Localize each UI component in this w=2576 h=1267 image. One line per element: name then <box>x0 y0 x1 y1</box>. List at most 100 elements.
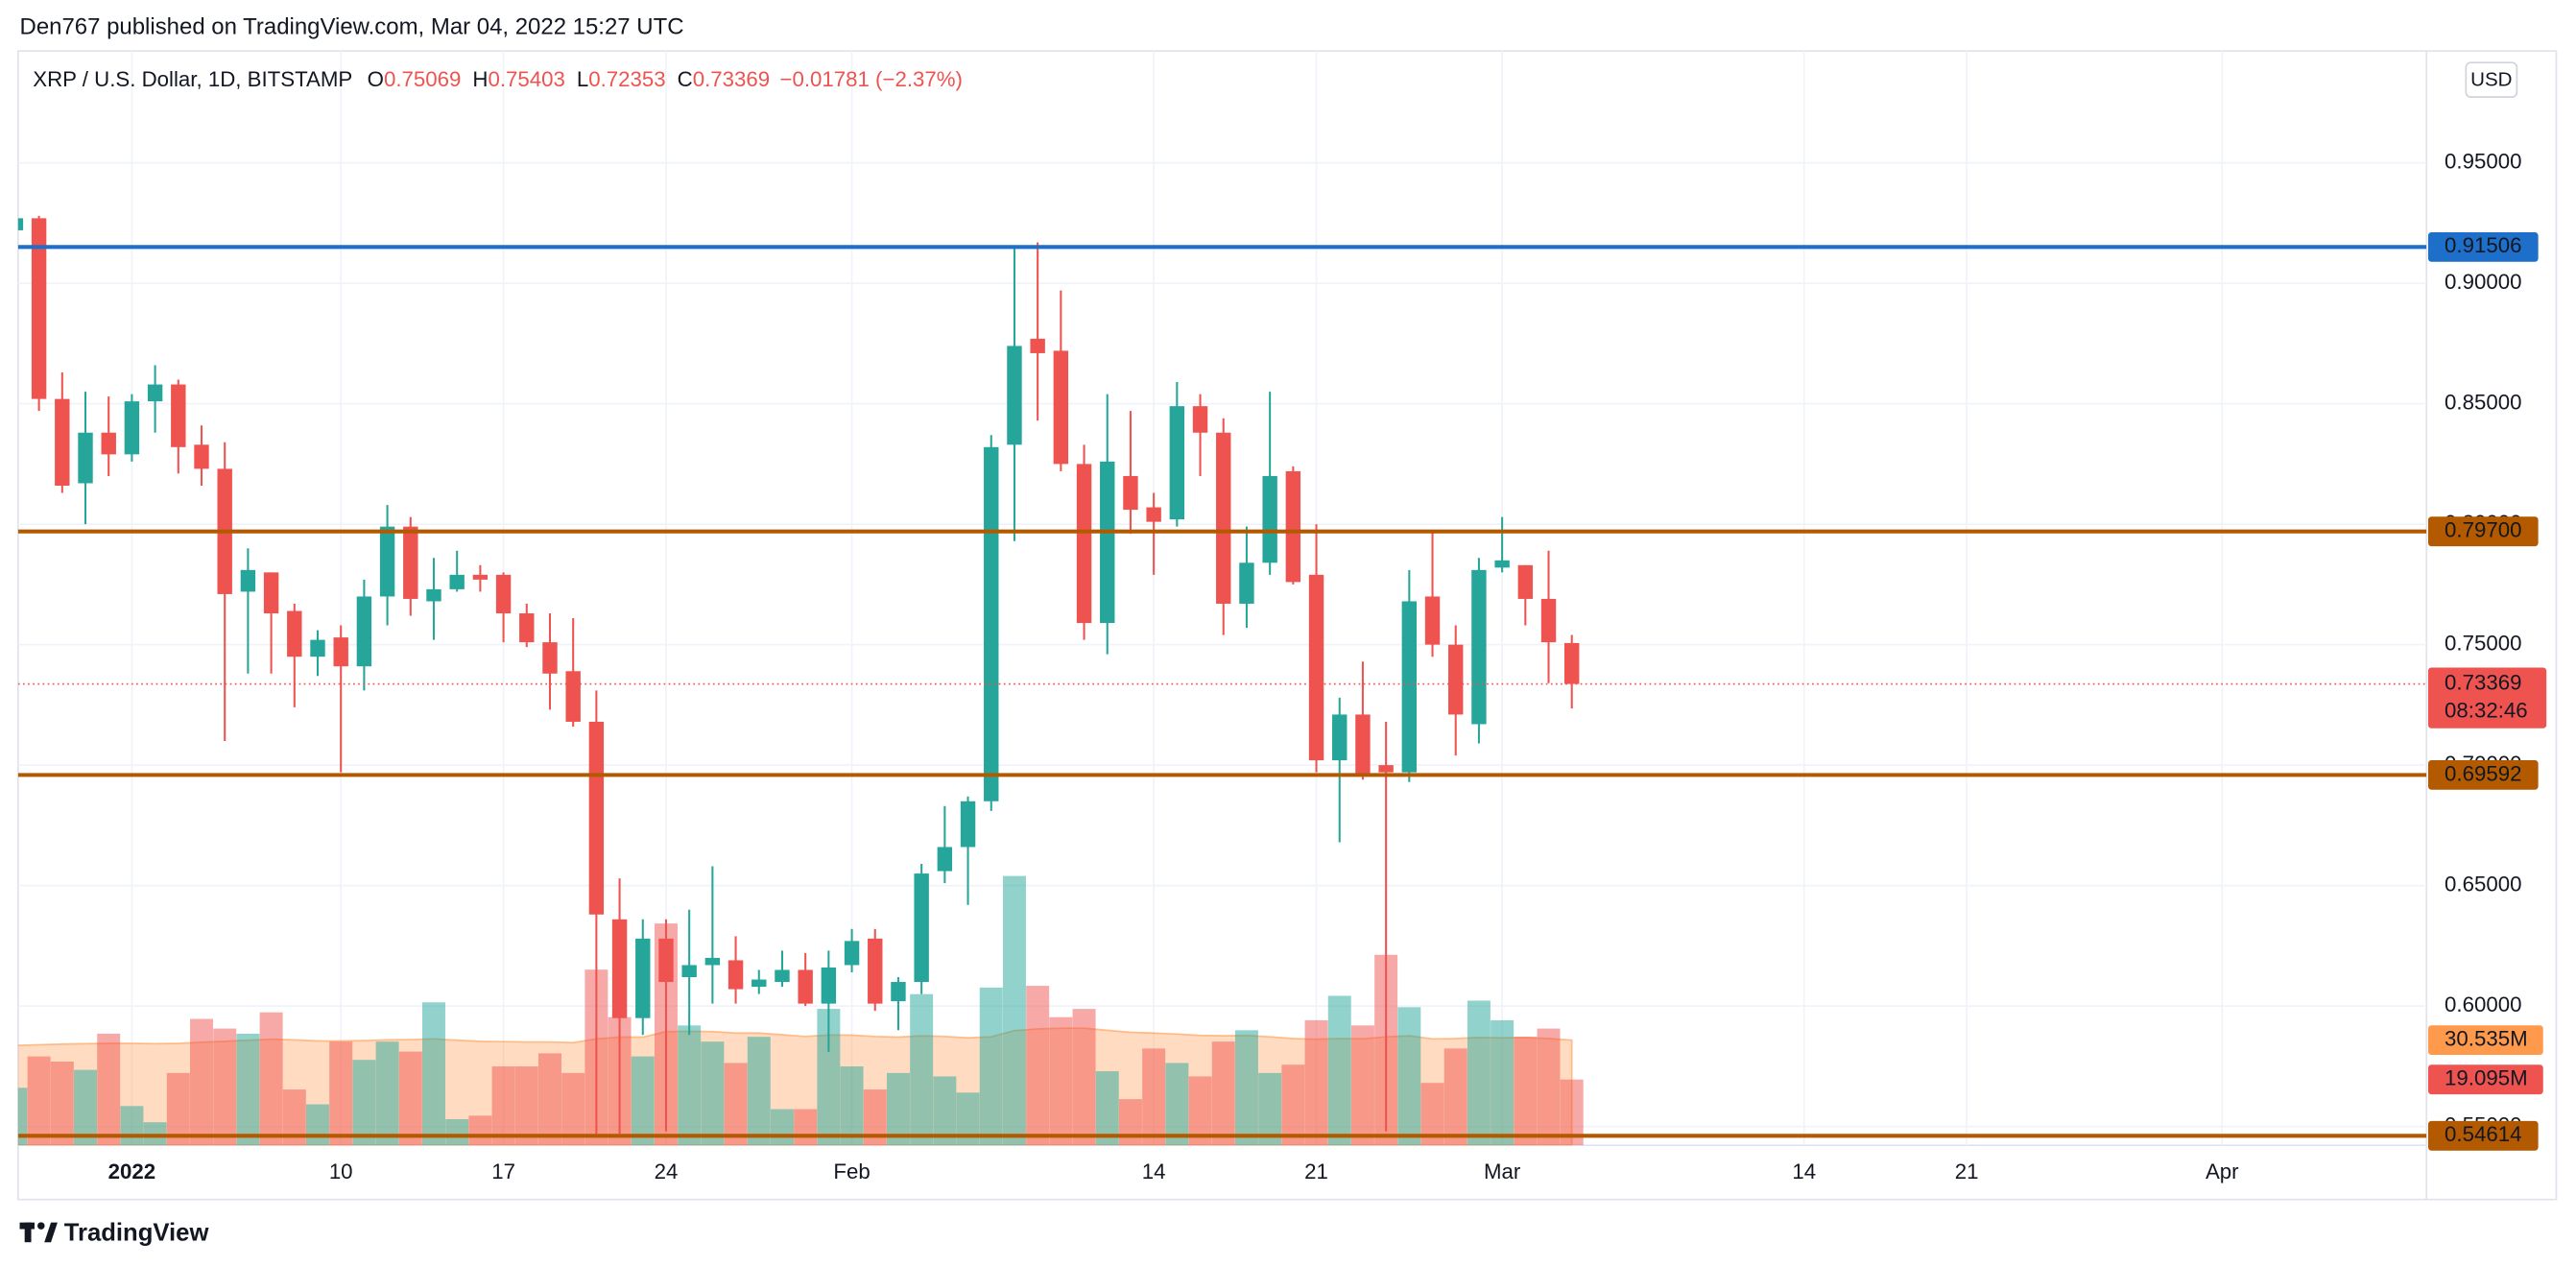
candle-body <box>124 401 140 455</box>
volume-bar <box>1142 1048 1166 1146</box>
candle-body <box>751 979 767 988</box>
legend-header: XRP / U.S. Dollar, 1D, BITSTAMP O0.75069 H… <box>33 67 963 91</box>
candle-body <box>472 574 489 580</box>
volume-bar <box>398 1051 422 1146</box>
volume-ma-label-box <box>2427 1025 2543 1056</box>
candle-body <box>495 574 512 614</box>
currency[interactable]: USD <box>2470 68 2512 90</box>
volume-bar <box>794 1109 818 1146</box>
y-tick-label: 0.75000 <box>2445 632 2521 656</box>
y-tick-label: 0.65000 <box>2445 873 2521 896</box>
ohlc-letter: H <box>472 67 488 91</box>
x-tick-label: Mar <box>1484 1159 1521 1183</box>
candle-body <box>611 919 628 1018</box>
volume-bar <box>166 1072 190 1146</box>
last-price-label: 0.73369 <box>2445 670 2521 694</box>
candle-body <box>1424 596 1441 645</box>
price-line-label-box <box>2427 516 2539 547</box>
volume-bar <box>1188 1076 1212 1146</box>
y-tick-label: 0.95000 <box>2445 150 2521 174</box>
volume-bar <box>1560 1079 1584 1146</box>
volume-label: 19.095M <box>2445 1066 2528 1090</box>
candle-body <box>426 588 441 602</box>
x-tick-label: 10 <box>329 1159 353 1183</box>
candle-body <box>1401 601 1418 773</box>
candle-body <box>1123 475 1138 511</box>
volume-bar <box>259 1012 283 1146</box>
volume-bar <box>840 1066 864 1146</box>
chart-frame <box>16 50 2558 1201</box>
candle-body <box>635 938 651 1018</box>
price-line-label: 0.69592 <box>2445 761 2521 785</box>
volume-bar <box>1420 1083 1444 1146</box>
symbol-title: XRP / U.S. Dollar, 1D, BITSTAMP <box>33 67 352 91</box>
volume-bar <box>933 1076 957 1146</box>
volume-bar <box>422 1002 445 1146</box>
ohlc-value: 0.75403 <box>488 67 564 91</box>
y-tick-label: 0.85000 <box>2445 391 2521 415</box>
volume-bar <box>375 1041 399 1146</box>
candle-body <box>704 957 721 966</box>
volume-bar <box>747 1037 771 1146</box>
volume-bar <box>468 1115 492 1146</box>
volume-bar <box>1304 1019 1328 1146</box>
volume-bar <box>678 1025 702 1146</box>
volume-bar <box>236 1033 260 1146</box>
candle-body <box>821 967 837 1004</box>
volume-bar <box>979 987 1003 1146</box>
volume-bar <box>1072 1009 1096 1146</box>
candle-body <box>1285 470 1301 583</box>
candle-body <box>658 938 674 983</box>
candle-body <box>55 398 70 486</box>
candle-body <box>727 960 744 990</box>
price-line-label: 0.91506 <box>2445 233 2521 257</box>
candle-body <box>17 218 24 230</box>
volume-bar <box>213 1028 237 1146</box>
volume-bar <box>1095 1071 1119 1146</box>
candle-body <box>1378 765 1394 773</box>
candle-body <box>1216 432 1231 604</box>
candle-body <box>449 574 465 589</box>
candle-body <box>1146 507 1161 522</box>
volume-bar <box>282 1089 306 1146</box>
volume-bar <box>956 1092 980 1146</box>
x-tick-label: Apr <box>2206 1159 2239 1183</box>
volume-bar <box>97 1033 121 1146</box>
x-tick-label: 24 <box>655 1159 679 1183</box>
candle-body <box>101 432 116 455</box>
candle-body <box>171 384 186 447</box>
x-tick-label: 17 <box>491 1159 515 1183</box>
x-tick-label: 21 <box>1955 1159 1979 1183</box>
volume-bar <box>1026 986 1050 1146</box>
volume-bar <box>1491 1019 1515 1146</box>
volume-bar <box>1443 1048 1467 1146</box>
candle-body <box>798 969 813 1004</box>
volume-bar <box>17 1088 28 1146</box>
candle-body <box>379 526 395 597</box>
volume-bar <box>1537 1028 1561 1146</box>
volume-bar <box>1514 1037 1538 1146</box>
volume-bar <box>190 1018 213 1146</box>
volume-bar <box>120 1106 144 1146</box>
volume-bar <box>50 1062 74 1146</box>
candle-body <box>984 446 999 801</box>
ohlc-letter: C <box>678 67 693 91</box>
volume-bar <box>770 1109 794 1146</box>
volume-bar <box>1002 875 1026 1146</box>
candle-body <box>542 642 558 674</box>
price-line-label-box <box>2427 759 2539 790</box>
candle-body <box>1239 562 1254 604</box>
candle-body <box>240 569 256 592</box>
volume-ma-label: 30.535M <box>2445 1027 2528 1051</box>
change: −0.01781 (−2.37%) <box>779 67 963 91</box>
volume-bar <box>631 1056 655 1146</box>
candle-body <box>775 969 790 983</box>
currency-box[interactable] <box>2465 61 2518 98</box>
candle-body <box>681 965 697 978</box>
price-line-label-box <box>2427 1120 2539 1151</box>
volume-bar <box>724 1063 748 1146</box>
candle-body <box>310 639 325 657</box>
ohlc-value: 0.75069 <box>384 67 461 91</box>
